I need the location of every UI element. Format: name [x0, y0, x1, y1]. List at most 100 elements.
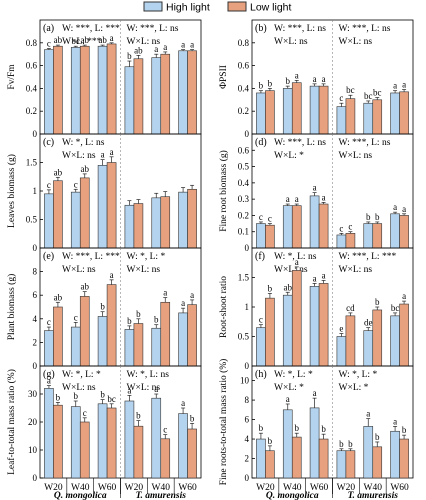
- bar-high-light: [44, 49, 54, 135]
- bar-high-light: [151, 397, 162, 479]
- bar-high-light: [44, 330, 54, 367]
- y-tick-label: 0: [245, 129, 250, 139]
- significance-letter: a: [127, 385, 131, 395]
- bar-high-light: [336, 106, 347, 135]
- y-axis-label: Fine root biomass (g): [218, 150, 229, 232]
- significance-letter: b: [375, 297, 380, 307]
- y-axis-label: ΦPSII: [219, 65, 229, 89]
- stats-annotation: W: ***, L: ***: [62, 24, 120, 34]
- x-group-label: W60: [178, 483, 197, 493]
- bar-high-light: [282, 205, 293, 249]
- stats-annotation: W×L: ns: [339, 151, 373, 161]
- y-tick-label: 0.4: [26, 83, 38, 93]
- significance-letter: a: [154, 44, 158, 54]
- significance-letter: b: [259, 81, 264, 91]
- bar-high-light: [256, 223, 266, 249]
- panel-label: (h): [255, 369, 267, 380]
- significance-letter: b: [74, 391, 79, 401]
- y-tick-label: 0.6: [26, 61, 38, 71]
- bar-low-light: [291, 82, 302, 135]
- bar-high-light: [97, 45, 108, 135]
- stats-annotation: W: *, L: ns: [274, 252, 317, 262]
- y-tick-label: 30: [28, 389, 38, 399]
- y-axis-label: Fine roots-to-total mass ratio (%): [218, 359, 229, 486]
- significance-letter: bc: [373, 88, 382, 98]
- panel-label: (b): [255, 23, 267, 34]
- significance-letter: b: [268, 283, 273, 293]
- panel-a: 0 0.2 0.4 0.6 0.8 Fv/Fm (a) W: ***, L: *** W×L: …: [7, 19, 202, 139]
- stats-annotation: W: ***, L: ns: [127, 24, 179, 34]
- significance-letter: a: [393, 202, 397, 212]
- bar-low-light: [53, 306, 63, 367]
- stats-annotation: W: *, L: *: [274, 370, 313, 380]
- bar-high-light: [178, 50, 188, 135]
- significance-letter: a: [101, 150, 105, 160]
- significance-letter: b: [268, 436, 273, 446]
- bar-high-light: [363, 426, 374, 479]
- bar-low-light: [291, 205, 302, 249]
- stats-annotation: W×L: ns: [62, 265, 96, 275]
- significance-letter: a: [110, 33, 114, 43]
- significance-letter: a: [181, 40, 185, 50]
- y-tick-label: 0.5: [238, 162, 250, 172]
- stats-annotation: W: *, L: *: [339, 370, 378, 380]
- stats-annotation: W×L: ns: [274, 265, 308, 275]
- significance-letter: a: [393, 81, 397, 91]
- bar-low-light: [133, 58, 144, 135]
- significance-letter: b: [154, 315, 159, 325]
- stats-annotation: W: *, L: *: [62, 370, 101, 380]
- bar-high-light: [178, 312, 188, 367]
- bar-low-light: [53, 404, 63, 479]
- significance-letter: b: [402, 425, 407, 435]
- bar-high-light: [282, 409, 293, 479]
- bar-low-light: [265, 224, 275, 249]
- significance-letter: a: [295, 194, 299, 204]
- significance-letter: e: [339, 324, 343, 334]
- y-tick-label: 4: [33, 314, 38, 324]
- species-label: Q. mongolica: [54, 491, 107, 500]
- species-label: T. amurensis: [136, 491, 187, 500]
- bar-low-light: [79, 296, 90, 367]
- y-tick-label: 8: [245, 395, 250, 405]
- bar-low-light: [53, 180, 63, 249]
- y-tick-label: 0.6: [238, 61, 250, 71]
- significance-letter: b: [100, 390, 105, 400]
- bar-high-light: [256, 438, 266, 479]
- bar-low-light: [265, 90, 275, 135]
- bar-low-light: [372, 446, 383, 479]
- bar-high-light: [390, 92, 400, 135]
- bar-low-light: [53, 45, 63, 135]
- bar-low-light: [291, 270, 302, 367]
- significance-letter: de: [364, 318, 373, 328]
- bar-low-light: [372, 309, 383, 367]
- significance-letter: c: [339, 93, 343, 103]
- panel-h: 0 2 4 6 8 10 Fine roots-to-total mass ratio (%…: [218, 359, 414, 486]
- bar-low-light: [318, 438, 329, 479]
- bar-low-light: [187, 50, 197, 135]
- y-tick-label: 0.2: [26, 106, 37, 116]
- significance-letter: a: [313, 388, 317, 398]
- y-tick-label: 4: [245, 434, 250, 444]
- significance-letter: a: [295, 70, 299, 80]
- bar-low-light: [345, 233, 356, 249]
- bar-low-light: [160, 301, 171, 367]
- significance-letter: b: [127, 316, 132, 326]
- y-axis-label: Leaves biomass (g): [6, 154, 17, 228]
- bar-high-light: [363, 102, 374, 135]
- bar-high-light: [70, 326, 81, 367]
- y-tick-label: 2: [245, 454, 250, 464]
- bar-high-light: [124, 204, 135, 249]
- bar-low-light: [79, 45, 90, 135]
- significance-letter: b: [366, 212, 371, 222]
- significance-letter: c: [259, 315, 263, 325]
- panel-label: (a): [43, 23, 54, 34]
- bar-high-light: [309, 195, 320, 249]
- significance-letter: ab: [81, 282, 90, 292]
- significance-letter: c: [339, 223, 343, 233]
- bar-low-light: [187, 188, 197, 249]
- legend-label-high-light: High light: [166, 2, 210, 14]
- stats-annotation: W: ***, L: ns: [339, 138, 391, 148]
- bar-low-light: [318, 203, 329, 249]
- bar-high-light: [97, 316, 108, 367]
- stats-annotation: W×L: ns: [127, 37, 161, 47]
